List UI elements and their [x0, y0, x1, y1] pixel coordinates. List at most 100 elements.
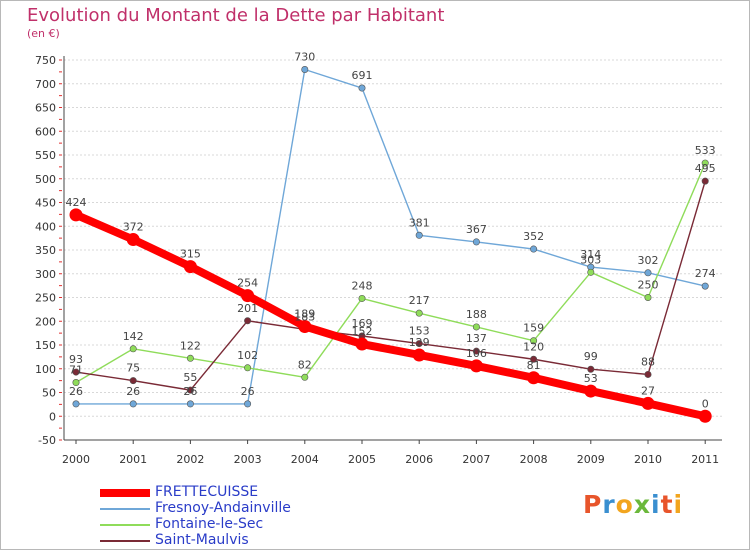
legend-label: Fontaine-le-Sec — [155, 516, 264, 532]
data-label: 106 — [466, 347, 487, 360]
data-point — [244, 364, 252, 372]
logo-letter: i — [651, 490, 661, 519]
grid-lines — [64, 59, 722, 441]
data-point — [301, 66, 309, 74]
data-label: 26 — [183, 385, 197, 398]
series-lines — [72, 68, 710, 421]
data-label: 495 — [695, 162, 716, 175]
data-label: 93 — [69, 353, 83, 366]
data-label: 26 — [69, 385, 83, 398]
y-tick-label: 0 — [49, 410, 56, 423]
data-point — [72, 400, 80, 408]
data-label: 372 — [123, 221, 144, 234]
y-tick-label: 600 — [35, 125, 56, 138]
data-label: 303 — [580, 253, 601, 266]
data-point — [186, 354, 194, 362]
data-point — [129, 345, 137, 353]
series-line-2 — [75, 162, 706, 384]
data-label: 26 — [126, 385, 140, 398]
data-label: 254 — [237, 277, 258, 290]
data-label: 153 — [409, 325, 430, 338]
data-point — [701, 159, 709, 167]
data-label: 314 — [580, 248, 601, 261]
data-point — [587, 268, 595, 276]
data-point — [698, 409, 712, 423]
data-label: 217 — [409, 294, 430, 307]
data-label: 159 — [523, 322, 544, 335]
data-label: 102 — [237, 349, 258, 362]
data-label: 315 — [180, 248, 201, 261]
data-label: 248 — [352, 279, 373, 292]
logo-letter: i — [673, 490, 684, 519]
data-label: 26 — [241, 385, 255, 398]
legend — [100, 489, 150, 542]
data-label: 88 — [641, 355, 655, 368]
legend-label: Fresnoy-Andainville — [155, 500, 291, 516]
data-point — [472, 238, 480, 246]
x-tick-label: 2002 — [176, 453, 204, 466]
data-point — [241, 289, 255, 303]
data-label: 352 — [523, 230, 544, 243]
x-tick-label: 2004 — [291, 453, 319, 466]
data-point — [126, 233, 140, 247]
data-points — [69, 66, 712, 423]
data-point — [415, 340, 423, 348]
data-point — [641, 396, 655, 410]
y-tick-label: 750 — [35, 54, 56, 67]
x-tick-label: 2003 — [234, 453, 262, 466]
series-line-3 — [75, 180, 706, 391]
data-point — [587, 365, 595, 373]
y-tick-label: -50 — [38, 434, 56, 447]
data-label: 169 — [352, 317, 373, 330]
data-label: 302 — [638, 254, 659, 267]
y-tick-label: 550 — [35, 149, 56, 162]
data-label: 122 — [180, 339, 201, 352]
data-label: 142 — [123, 330, 144, 343]
data-label: 27 — [641, 384, 655, 397]
data-label: 730 — [294, 51, 315, 64]
data-label: 55 — [183, 371, 197, 384]
data-point — [527, 371, 541, 385]
x-tick-label: 2000 — [62, 453, 90, 466]
data-label: 189 — [294, 307, 315, 320]
x-tick-label: 2006 — [405, 453, 433, 466]
legend-label: Saint-Maulvis — [155, 532, 249, 548]
y-tick-label: 150 — [35, 339, 56, 352]
y-tick-label: 100 — [35, 363, 56, 376]
proxiti-logo: Proxiti — [583, 490, 683, 519]
data-point — [186, 400, 194, 408]
legend-label: FRETTECUISSE — [155, 484, 259, 500]
data-point — [72, 368, 80, 376]
data-point — [472, 347, 480, 355]
data-point — [244, 400, 252, 408]
axes: -500501001502002503003504004505005506006… — [35, 54, 722, 466]
data-label: 250 — [638, 279, 659, 292]
data-point — [415, 309, 423, 317]
data-label: 71 — [69, 364, 83, 377]
data-label: 201 — [237, 302, 258, 315]
data-point — [186, 386, 194, 394]
data-point — [301, 373, 309, 381]
data-label: 82 — [298, 358, 312, 371]
data-label: 533 — [695, 144, 716, 157]
data-label: 152 — [352, 325, 373, 338]
y-tick-label: 350 — [35, 244, 56, 257]
y-tick-label: 650 — [35, 102, 56, 115]
y-tick-label: 500 — [35, 173, 56, 186]
x-tick-label: 2008 — [520, 453, 548, 466]
data-point — [644, 370, 652, 378]
chart-title: Evolution du Montant de la Dette par Hab… — [27, 5, 445, 26]
y-tick-label: 700 — [35, 78, 56, 91]
x-tick-label: 2009 — [577, 453, 605, 466]
data-point — [701, 282, 709, 290]
data-label: 274 — [695, 267, 716, 280]
data-point — [183, 260, 197, 274]
data-point — [415, 231, 423, 239]
data-point — [358, 294, 366, 302]
data-label: 381 — [409, 216, 430, 229]
logo-letter: t — [660, 490, 674, 519]
data-point — [472, 323, 480, 331]
data-point — [644, 293, 652, 301]
logo-letter: r — [602, 490, 616, 519]
